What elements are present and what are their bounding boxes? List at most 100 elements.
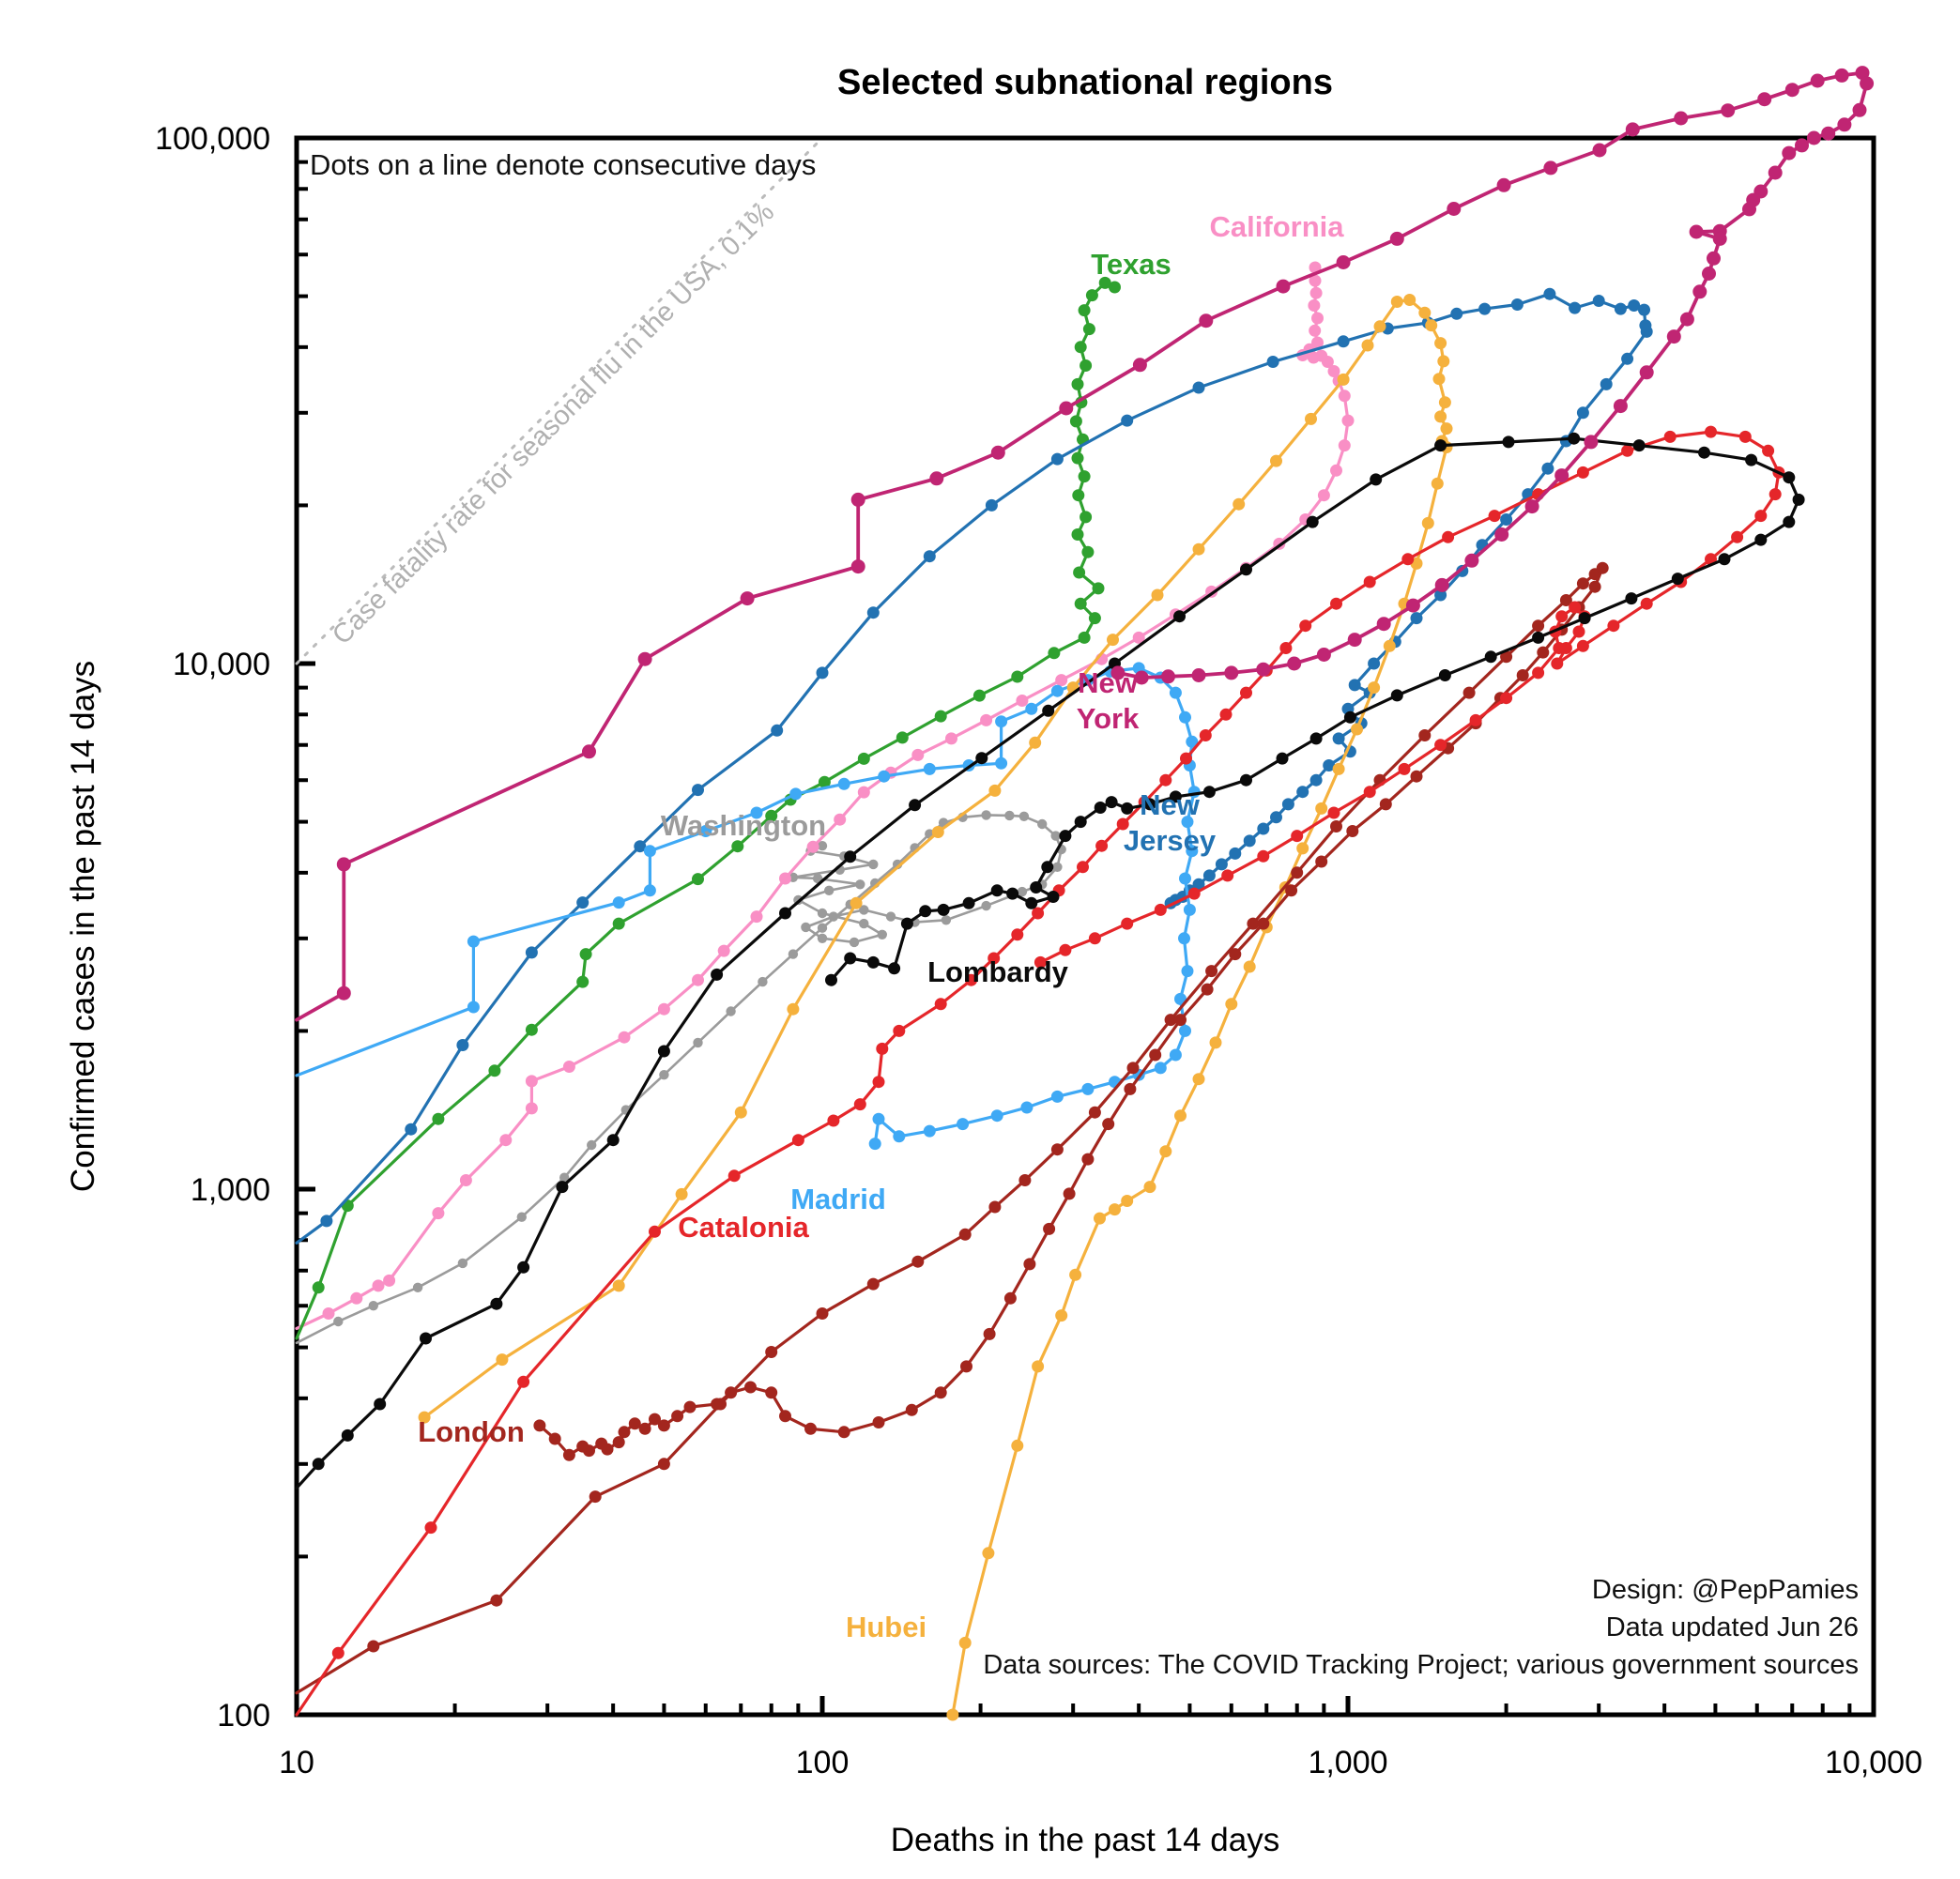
data-point (1178, 932, 1190, 945)
data-point (693, 1037, 703, 1048)
data-point (1336, 255, 1351, 269)
data-point (1837, 117, 1852, 132)
data-point (1434, 577, 1449, 592)
data-point (1783, 515, 1796, 528)
data-point (1332, 762, 1345, 775)
data-point (853, 1098, 866, 1111)
data-point (1555, 610, 1569, 623)
data-point (758, 976, 768, 987)
data-point (1309, 274, 1322, 287)
data-point (1164, 1014, 1177, 1027)
data-point (1173, 610, 1186, 623)
data-point (1247, 917, 1260, 930)
data-point (1043, 1222, 1056, 1235)
data-point (424, 1521, 437, 1535)
data-point (1712, 231, 1727, 246)
region-labels: Washington California Texas New Jersey Madrid… (418, 210, 1344, 1643)
data-point (1500, 513, 1513, 526)
data-point (1666, 329, 1681, 344)
data-point (1689, 224, 1704, 239)
data-point (990, 445, 1005, 460)
data-point (1614, 302, 1627, 315)
data-point (1425, 319, 1438, 332)
data-point (1745, 453, 1758, 466)
data-point (1410, 612, 1423, 625)
data-point (1078, 470, 1091, 483)
data-point (905, 1403, 918, 1416)
data-point (844, 850, 857, 863)
data-point (612, 917, 625, 930)
data-point (872, 1416, 885, 1428)
data-point (1434, 739, 1447, 752)
data-point (985, 498, 998, 512)
data-point (1071, 377, 1084, 390)
data-point (1398, 762, 1411, 775)
data-point (618, 1426, 631, 1439)
data-point (779, 872, 791, 885)
data-point (1373, 320, 1386, 333)
data-point (1702, 267, 1716, 281)
data-point (1074, 597, 1087, 610)
data-point (1132, 358, 1147, 373)
data-point (1376, 617, 1391, 632)
data-point (885, 911, 896, 922)
data-point (1011, 928, 1024, 941)
x-tick-label-1000: 1,000 (1308, 1745, 1387, 1780)
data-point (649, 1413, 661, 1426)
data-point (322, 1307, 335, 1320)
data-point (1434, 439, 1447, 452)
data-point (637, 651, 652, 666)
data-point (1069, 415, 1082, 428)
data-point (1240, 773, 1252, 787)
data-point (893, 1130, 906, 1143)
data-point (872, 1076, 885, 1089)
data-point (1852, 102, 1867, 117)
data-point (859, 905, 869, 915)
data-point (1625, 592, 1638, 605)
data-point (336, 857, 351, 872)
data-point (1126, 1062, 1140, 1075)
data-point (1543, 287, 1556, 300)
data-point (1257, 822, 1270, 835)
data-point (367, 1640, 380, 1653)
data-point (1081, 1082, 1095, 1095)
data-point (1554, 468, 1570, 483)
data-point (320, 1214, 333, 1228)
data-point (1390, 296, 1403, 308)
data-point (1192, 878, 1205, 891)
data-point (525, 1075, 538, 1088)
data-point (1266, 356, 1279, 368)
data-point (1006, 887, 1019, 900)
data-point (1134, 670, 1149, 685)
data-point (1069, 1268, 1082, 1281)
data-point (1537, 646, 1550, 659)
data-point (1438, 396, 1451, 409)
data-point (982, 1547, 995, 1560)
data-point (817, 841, 828, 851)
series-new-york (295, 66, 1875, 1022)
data-point (456, 1039, 469, 1051)
data-point (1059, 943, 1072, 956)
data-point (1077, 861, 1089, 874)
data-point (1305, 412, 1317, 425)
data-point (1048, 647, 1061, 660)
data-point (1569, 601, 1582, 614)
region-label-hubei: Hubei (846, 1611, 926, 1643)
data-point (525, 946, 538, 959)
data-point (589, 1490, 602, 1504)
data-point (1116, 817, 1129, 831)
data-point (1621, 352, 1634, 365)
data-point (1742, 202, 1756, 217)
data-point (727, 1169, 741, 1183)
data-point (517, 1260, 530, 1274)
data-point (1276, 279, 1291, 294)
data-point (1421, 516, 1434, 529)
data-point (1192, 1073, 1205, 1086)
data-point (1418, 729, 1432, 741)
data-point (975, 752, 988, 765)
data-point (1003, 1291, 1017, 1305)
data-point (1209, 1036, 1222, 1049)
data-point (1032, 1360, 1045, 1373)
data-point (1834, 68, 1849, 83)
data-point (957, 1118, 970, 1131)
